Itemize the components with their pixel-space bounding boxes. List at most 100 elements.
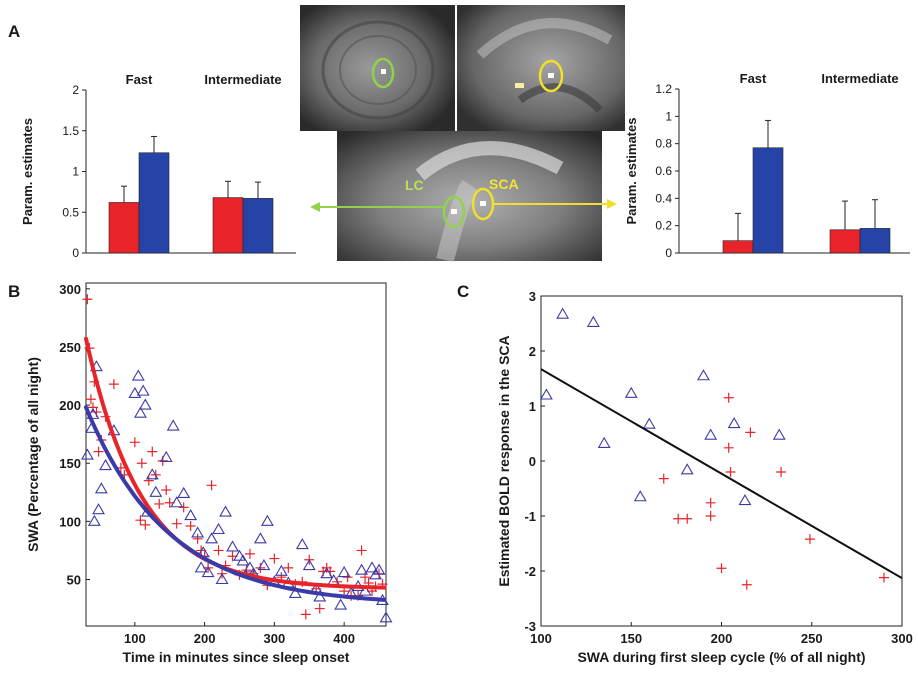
data-point-triangle [539, 388, 553, 400]
regression-line [540, 368, 903, 580]
data-point-triangle [355, 563, 369, 575]
data-point-triangle [302, 558, 316, 571]
data-point-triangle [772, 428, 786, 440]
sca-roi-marker [538, 59, 564, 93]
data-point-triangle [680, 463, 694, 475]
y-tick-label: 1 [665, 109, 672, 123]
y-tick-label: 1.2 [655, 82, 672, 96]
lc-label: LC [405, 177, 424, 193]
data-point-triangle [372, 563, 386, 575]
group-label: Fast [740, 71, 767, 86]
data-point-triangle [184, 508, 198, 521]
data-point-triangle [586, 315, 600, 327]
data-point-plus [147, 446, 158, 457]
y-tick-label: 0.2 [655, 219, 672, 233]
data-point-plus [178, 502, 189, 513]
y-tick-label: 150 [59, 456, 81, 471]
data-point-plus [206, 480, 217, 491]
bar-chart-lc: 0 0.5 1 1.5 2 Param. estimates Fast Intermediat… [20, 72, 296, 260]
data-point-plus [741, 579, 752, 590]
data-point-triangle [133, 406, 147, 418]
y-tick-label: -3 [524, 619, 536, 634]
data-point-triangle [136, 384, 150, 396]
data-point-triangle [633, 490, 647, 502]
y-tick-label: 2 [529, 344, 536, 359]
scatter-chart-bold-swa: 100 150 200 250 300 -3 -2 -1 0 1 2 3 SWA during firs… [496, 289, 913, 665]
data-point-triangle [379, 611, 393, 623]
data-point-plus [213, 545, 224, 556]
x-tick-label: 400 [333, 631, 355, 646]
data-point-plus [356, 545, 367, 556]
sca-arrow [493, 199, 617, 209]
data-point-triangle [194, 561, 208, 573]
bar [242, 198, 274, 254]
data-point-triangle [191, 526, 205, 538]
data-point-plus [776, 467, 787, 477]
sca-label: SCA [489, 176, 519, 192]
bar [138, 152, 170, 254]
data-point-triangle [295, 538, 309, 550]
data-point-plus [725, 467, 736, 477]
x-tick-label: 150 [620, 631, 642, 646]
x-tick-label: 100 [530, 631, 552, 646]
data-point-plus [161, 484, 172, 495]
y-tick-label: 1.5 [62, 124, 79, 138]
data-point-triangle [556, 307, 570, 319]
plot-frame [540, 295, 903, 627]
scatter-chart-swa-time: 100 200 300 400 50 100 150 200 250 300 Time in min… [25, 282, 393, 665]
data-point-triangle [212, 522, 226, 535]
y-tick-label: 300 [59, 282, 81, 297]
fit-curve [84, 405, 387, 602]
y-axis-label: Param. estimates [20, 118, 35, 225]
data-point-plus [136, 458, 147, 469]
y-tick-label: 0.8 [655, 137, 672, 151]
y-axis-label: SWA (Percentage of all night) [25, 357, 41, 552]
data-point-plus [804, 534, 815, 545]
bar [212, 197, 244, 254]
data-point-triangle [226, 540, 239, 552]
data-point-triangle [624, 386, 638, 398]
bar [752, 147, 784, 254]
data-point-triangle [166, 419, 180, 431]
data-point-triangle [92, 503, 106, 515]
x-tick-label: 200 [711, 631, 733, 646]
data-point-plus [878, 572, 889, 583]
data-point-triangle [215, 572, 229, 585]
y-tick-label: 0.6 [655, 164, 672, 178]
data-point-triangle [288, 586, 302, 598]
group-label: Intermediate [821, 71, 898, 86]
y-tick-label: 1 [529, 399, 536, 414]
data-point-triangle [233, 549, 246, 561]
x-tick-label: 300 [891, 631, 913, 646]
data-point-plus [129, 437, 140, 448]
x-tick-label: 250 [801, 631, 823, 646]
data-point-triangle [201, 565, 215, 578]
data-point-triangle [236, 554, 250, 566]
data-point-plus [705, 497, 716, 508]
data-point-triangle [253, 532, 267, 544]
data-point-triangle [274, 564, 288, 576]
data-point-plus [143, 475, 154, 486]
lc-arrow [310, 202, 444, 212]
data-point-plus [108, 379, 119, 390]
y-tick-label: 250 [59, 340, 81, 355]
data-point-triangle [260, 514, 274, 526]
data-point-triangle [334, 598, 348, 610]
data-point-triangle [313, 590, 327, 602]
data-point-plus [682, 513, 693, 524]
lc-roi-marker [371, 57, 395, 89]
bar [722, 240, 754, 254]
fit-curve [84, 336, 387, 590]
y-tick-label: -2 [524, 564, 536, 579]
data-point-plus [745, 427, 756, 438]
data-point-plus [723, 392, 734, 403]
y-axis-label: Param. estimates [624, 118, 639, 225]
data-point-plus [705, 511, 716, 521]
data-point-plus [93, 446, 104, 457]
y-tick-label: 1 [72, 165, 79, 179]
y-tick-label: 0.5 [62, 205, 79, 219]
data-point-plus [192, 533, 203, 544]
data-point-triangle [128, 386, 142, 399]
data-point-triangle [704, 428, 718, 440]
